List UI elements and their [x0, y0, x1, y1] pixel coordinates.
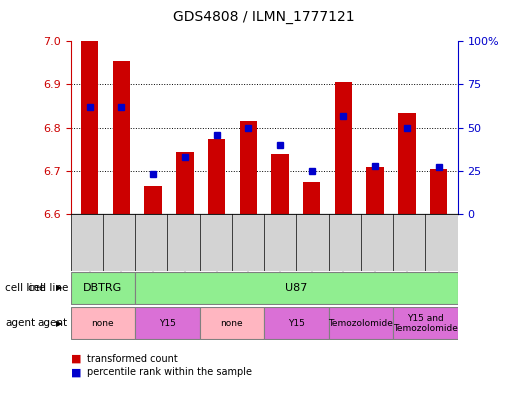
Bar — [430, 169, 447, 214]
Text: transformed count: transformed count — [87, 354, 178, 364]
Bar — [71, 307, 135, 339]
Text: ■: ■ — [71, 354, 81, 364]
Text: Temozolomide: Temozolomide — [328, 319, 393, 328]
Text: ▶: ▶ — [56, 319, 62, 328]
Bar — [398, 113, 416, 214]
Text: GDS4808 / ILMN_1777121: GDS4808 / ILMN_1777121 — [173, 10, 355, 24]
Bar — [303, 182, 321, 214]
Text: ■: ■ — [71, 367, 81, 377]
Bar — [176, 152, 194, 214]
Text: agent: agent — [5, 318, 36, 328]
Bar — [71, 272, 135, 304]
Bar — [328, 307, 393, 339]
Text: cell line: cell line — [5, 283, 46, 293]
Text: DBTRG: DBTRG — [83, 283, 122, 293]
Text: cell line: cell line — [28, 283, 68, 293]
Text: percentile rank within the sample: percentile rank within the sample — [87, 367, 252, 377]
Bar — [112, 61, 130, 214]
Bar — [135, 272, 458, 304]
Bar — [240, 121, 257, 214]
Text: agent: agent — [38, 318, 68, 328]
Text: none: none — [221, 319, 243, 328]
Bar — [367, 167, 384, 214]
Text: Y15: Y15 — [288, 319, 305, 328]
Bar — [81, 41, 98, 214]
Text: U87: U87 — [285, 283, 308, 293]
Bar — [335, 83, 352, 214]
Text: ▶: ▶ — [56, 283, 62, 292]
Bar — [264, 307, 328, 339]
Bar — [135, 307, 200, 339]
Text: none: none — [92, 319, 114, 328]
Bar — [200, 307, 264, 339]
Bar — [208, 139, 225, 214]
Text: Y15: Y15 — [159, 319, 176, 328]
Text: Y15 and
Temozolomide: Y15 and Temozolomide — [393, 314, 458, 333]
Bar — [271, 154, 289, 214]
Bar — [144, 186, 162, 214]
Bar — [393, 307, 458, 339]
